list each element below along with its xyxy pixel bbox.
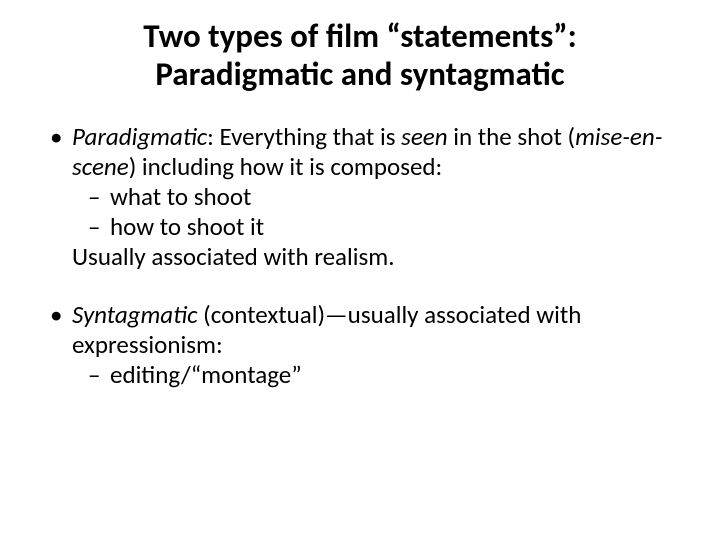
title-line-1: Two types of film “statements”: bbox=[143, 16, 576, 56]
bullet-1-sub-2: – how to shoot it bbox=[50, 212, 670, 242]
sub-text: what to shoot bbox=[110, 182, 670, 212]
bullet-2: • Syntagmatic (contextual)—usually assoc… bbox=[50, 300, 670, 360]
spacer bbox=[50, 272, 670, 300]
bullet-1-text: Paradigmatic: Everything that is seen in… bbox=[72, 122, 670, 182]
run: ) including how it is composed: bbox=[129, 151, 443, 182]
bullet-1-sub-1: – what to shoot bbox=[50, 182, 670, 212]
slide-body: • Paradigmatic: Everything that is seen … bbox=[50, 122, 670, 390]
sub-marker: – bbox=[88, 360, 110, 390]
slide: Two types of film “statements”: Paradigm… bbox=[0, 0, 720, 540]
bullet-1: • Paradigmatic: Everything that is seen … bbox=[50, 122, 670, 182]
sub-marker: – bbox=[88, 182, 110, 212]
run: seen bbox=[401, 121, 447, 152]
bullet-2-sub-1: – editing/“montage” bbox=[50, 360, 670, 390]
bullet-marker: • bbox=[50, 122, 72, 152]
run: Paradigmatic bbox=[72, 121, 207, 152]
run: in the shot ( bbox=[448, 121, 575, 152]
sub-text: editing/“montage” bbox=[110, 360, 670, 390]
run: Syntagmatic bbox=[72, 299, 198, 330]
bullet-2-text: Syntagmatic (contextual)—usually associa… bbox=[72, 300, 670, 360]
bullet-marker: • bbox=[50, 300, 72, 330]
bullet-1-trailer: Usually associated with realism. bbox=[50, 242, 670, 272]
sub-text: how to shoot it bbox=[110, 212, 670, 242]
sub-marker: – bbox=[88, 212, 110, 242]
slide-title: Two types of film “statements”: Paradigm… bbox=[50, 18, 670, 94]
run: : Everything that is bbox=[207, 121, 401, 152]
title-line-2: Paradigmatic and syntagmatic bbox=[155, 54, 564, 94]
